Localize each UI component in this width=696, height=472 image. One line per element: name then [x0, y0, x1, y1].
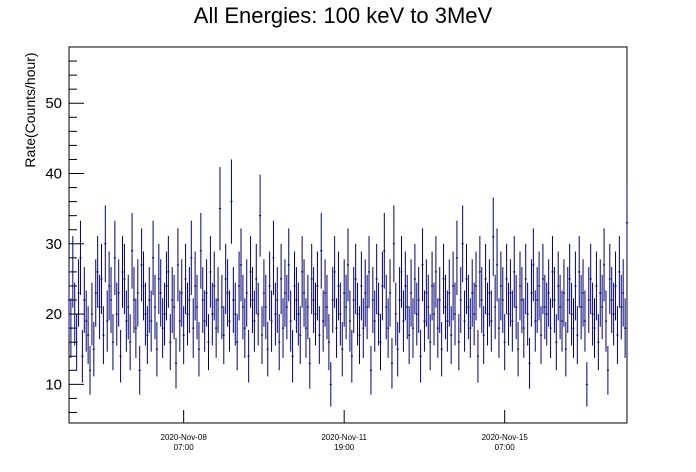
- x-tick-label: 2020-Nov-15: [482, 433, 529, 442]
- x-tick-label: 2020-Nov-11: [321, 433, 367, 442]
- x-tick-label: 2020-Nov-08: [161, 433, 208, 442]
- data-points: [67, 159, 629, 407]
- axis-ticks: [69, 46, 506, 423]
- x-tick-time-label: 19:00: [334, 443, 355, 452]
- y-tick-label: 30: [45, 236, 62, 253]
- y-tick-label: 40: [45, 166, 62, 183]
- x-tick-time-label: 07:00: [495, 443, 516, 452]
- y-tick-label: 20: [45, 306, 62, 323]
- chart-title: All Energies: 100 keV to 3MeV: [194, 3, 493, 28]
- x-tick-time-label: 07:00: [174, 443, 195, 452]
- y-axis-label: Rate(Counts/hour): [22, 52, 38, 167]
- y-tick-label: 10: [45, 376, 62, 393]
- y-tick-label: 50: [45, 95, 62, 112]
- tick-labels: 10203040502020-Nov-0807:002020-Nov-1119:…: [45, 95, 528, 452]
